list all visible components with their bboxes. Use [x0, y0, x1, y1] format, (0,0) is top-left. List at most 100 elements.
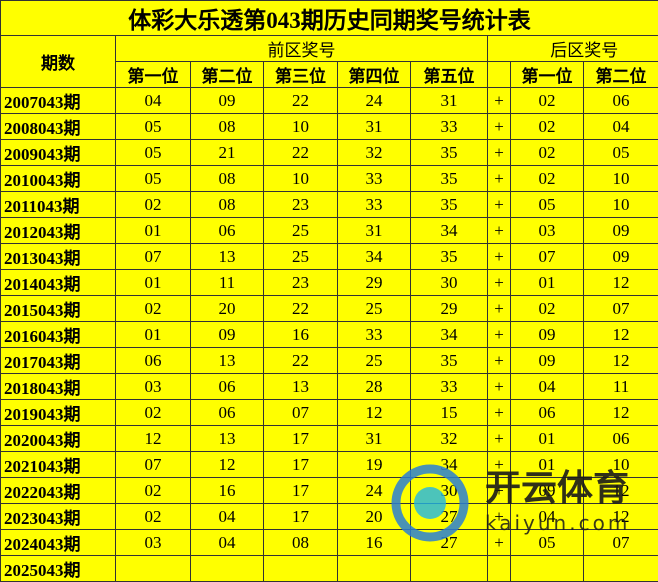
back-number: 10	[584, 166, 658, 192]
back-number: 04	[511, 374, 584, 400]
front-number: 33	[338, 322, 411, 348]
front-number: 07	[116, 452, 191, 478]
page: 体彩大乐透第043期历史同期奖号统计表 期数 前区奖号 后区奖号 第一位第二位第…	[0, 0, 658, 559]
front-number: 22	[264, 296, 338, 322]
front-number: 08	[264, 530, 338, 556]
back-col-header: 第一位	[511, 62, 584, 88]
front-number: 06	[116, 348, 191, 374]
front-number: 17	[264, 504, 338, 530]
front-number: 17	[264, 478, 338, 504]
front-number: 31	[338, 426, 411, 452]
front-number: 27	[411, 530, 488, 556]
front-number: 23	[264, 270, 338, 296]
front-number: 33	[411, 114, 488, 140]
back-number: 06	[511, 400, 584, 426]
front-number: 06	[191, 400, 264, 426]
front-number: 09	[191, 322, 264, 348]
front-number: 10	[264, 114, 338, 140]
period-cell: 2008043期	[1, 114, 116, 140]
front-number: 05	[116, 114, 191, 140]
front-number: 30	[411, 478, 488, 504]
front-number: 25	[264, 244, 338, 270]
table-wrap: 体彩大乐透第043期历史同期奖号统计表 期数 前区奖号 后区奖号 第一位第二位第…	[0, 0, 658, 559]
front-number: 35	[411, 348, 488, 374]
front-number: 03	[116, 530, 191, 556]
back-number: 05	[511, 530, 584, 556]
front-number: 35	[411, 192, 488, 218]
period-cell: 2020043期	[1, 426, 116, 452]
front-number: 12	[338, 400, 411, 426]
separator: +	[488, 400, 511, 426]
back-header: 后区奖号	[511, 36, 658, 62]
front-number: 30	[411, 270, 488, 296]
front-number	[116, 556, 191, 582]
back-number: 09	[511, 322, 584, 348]
back-number: 04	[584, 114, 658, 140]
back-number: 10	[584, 452, 658, 478]
back-number: 07	[584, 296, 658, 322]
front-col-header: 第五位	[411, 62, 488, 88]
separator: +	[488, 374, 511, 400]
front-number: 10	[264, 166, 338, 192]
front-number: 34	[411, 452, 488, 478]
front-number: 29	[411, 296, 488, 322]
separator: +	[488, 348, 511, 374]
front-number: 22	[264, 88, 338, 114]
separator: +	[488, 478, 511, 504]
back-number: 02	[511, 88, 584, 114]
front-number: 22	[264, 348, 338, 374]
front-number: 02	[116, 296, 191, 322]
period-cell: 2025043期	[1, 556, 116, 582]
front-number: 22	[264, 140, 338, 166]
front-number: 06	[191, 218, 264, 244]
front-number: 02	[116, 478, 191, 504]
front-number: 12	[191, 452, 264, 478]
period-cell: 2023043期	[1, 504, 116, 530]
front-number: 29	[338, 270, 411, 296]
period-cell: 2012043期	[1, 218, 116, 244]
back-number: 11	[584, 374, 658, 400]
front-number: 16	[264, 322, 338, 348]
front-number: 04	[191, 530, 264, 556]
period-header: 期数	[1, 36, 116, 88]
back-number: 06	[584, 426, 658, 452]
front-number: 16	[191, 478, 264, 504]
back-number: 03	[511, 218, 584, 244]
title: 体彩大乐透第043期历史同期奖号统计表	[1, 1, 658, 36]
front-number: 13	[264, 374, 338, 400]
front-number: 32	[411, 426, 488, 452]
separator: +	[488, 270, 511, 296]
title-row: 体彩大乐透第043期历史同期奖号统计表	[1, 1, 658, 36]
front-number: 35	[411, 244, 488, 270]
back-number: 09	[511, 348, 584, 374]
front-number: 01	[116, 218, 191, 244]
front-number: 05	[116, 166, 191, 192]
front-number: 31	[338, 114, 411, 140]
front-number: 16	[338, 530, 411, 556]
front-number: 05	[116, 140, 191, 166]
front-number: 08	[191, 114, 264, 140]
separator: +	[488, 426, 511, 452]
front-header: 前区奖号	[116, 36, 488, 62]
back-number: 01	[511, 270, 584, 296]
front-number: 20	[338, 504, 411, 530]
front-number: 09	[191, 88, 264, 114]
back-number: 05	[511, 192, 584, 218]
front-number: 11	[191, 270, 264, 296]
front-number: 34	[338, 244, 411, 270]
back-number: 07	[511, 244, 584, 270]
back-number: 09	[584, 244, 658, 270]
back-number: 04	[511, 504, 584, 530]
front-number: 31	[338, 218, 411, 244]
